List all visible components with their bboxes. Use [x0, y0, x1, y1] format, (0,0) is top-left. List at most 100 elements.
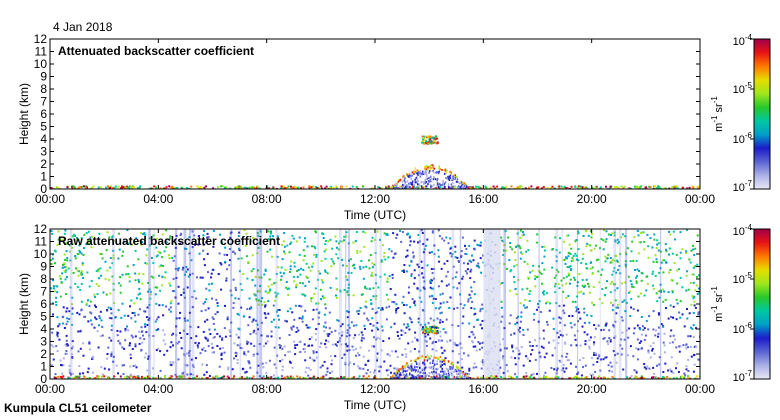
- noise-cell: [290, 326, 293, 329]
- noise-cell: [541, 282, 543, 285]
- surface-cell: [543, 377, 546, 379]
- cloud-cell: [407, 175, 409, 178]
- noise-cell: [362, 337, 365, 340]
- noise-cell: [543, 374, 546, 377]
- noise-cell: [610, 260, 613, 263]
- surface-cell: [493, 377, 496, 379]
- noise-cell: [475, 349, 478, 352]
- surface-cell: [280, 185, 283, 188]
- noise-cell: [670, 370, 673, 373]
- noise-cell: [519, 302, 522, 305]
- noise-cell: [479, 257, 482, 260]
- noise-cell: [245, 370, 248, 373]
- cloud-cell: [399, 372, 402, 375]
- noise-cell: [323, 296, 326, 299]
- noise-cell: [362, 367, 365, 370]
- cloud-cell: [406, 376, 409, 378]
- noise-cell: [291, 234, 294, 237]
- noise-cell: [685, 274, 688, 277]
- noise-cell: [421, 309, 424, 311]
- noise-cell: [364, 327, 366, 330]
- noise-cell: [321, 281, 324, 284]
- noise-cell: [311, 344, 314, 347]
- y-tick-label: 10: [34, 57, 48, 71]
- cloud-cell: [398, 375, 400, 378]
- noise-cell: [73, 233, 76, 236]
- noise-cell: [258, 241, 261, 244]
- noise-cell: [202, 249, 205, 252]
- cloud-cell: [393, 187, 395, 189]
- noise-cell: [656, 239, 659, 242]
- noise-cell: [647, 351, 650, 354]
- noise-cell: [555, 255, 558, 258]
- surface-cell: [214, 375, 217, 378]
- noise-cell: [356, 249, 359, 252]
- noise-cell: [235, 351, 238, 354]
- surface-cell: [137, 377, 140, 379]
- noise-cell: [137, 278, 140, 281]
- noise-cell: [686, 270, 689, 273]
- surface-cell: [488, 377, 491, 379]
- noise-cell: [179, 332, 181, 334]
- noise-cell: [82, 342, 85, 345]
- noise-cell: [88, 285, 91, 288]
- noise-cell: [669, 368, 672, 371]
- noise-cell: [676, 269, 679, 272]
- noise-cell: [534, 278, 536, 280]
- noise-cell: [174, 296, 177, 299]
- noise-cell: [315, 308, 318, 311]
- noise-cell: [141, 282, 144, 285]
- cloud-cell: [424, 182, 427, 185]
- noise-cell: [643, 339, 646, 341]
- noise-cell: [252, 331, 255, 334]
- surface-cell: [593, 376, 596, 379]
- noise-cell: [565, 275, 568, 278]
- noise-cell: [692, 324, 695, 327]
- noise-cell: [369, 254, 372, 256]
- noise-cell: [71, 340, 74, 343]
- noise-cell: [468, 335, 471, 338]
- noise-cell: [518, 353, 521, 356]
- noise-cell: [590, 232, 593, 235]
- noise-cell: [632, 259, 635, 262]
- noise-cell: [338, 332, 341, 335]
- cloud-cell: [430, 169, 432, 172]
- noise-cell: [431, 272, 434, 274]
- noise-cell: [207, 307, 210, 310]
- noise-cell: [264, 313, 267, 316]
- noise-cell: [238, 345, 241, 347]
- noise-cell: [301, 317, 304, 320]
- noise-cell: [111, 262, 114, 265]
- noise-cell: [566, 359, 569, 362]
- noise-cell: [656, 364, 658, 367]
- noise-cell: [445, 236, 448, 239]
- noise-cell: [697, 311, 700, 314]
- cloud-cell: [424, 372, 426, 375]
- cloud-cell: [419, 366, 421, 369]
- noise-cell: [338, 339, 341, 342]
- surface-cell: [626, 376, 628, 379]
- noise-cell: [577, 308, 580, 311]
- noise-cell: [284, 252, 287, 255]
- noise-cell: [279, 360, 282, 363]
- cloud-cell: [449, 170, 451, 173]
- noise-cell: [56, 335, 59, 338]
- surface-cell: [460, 187, 463, 189]
- noise-cell: [668, 247, 671, 250]
- cloud-cell: [462, 373, 464, 375]
- noise-cell: [409, 306, 412, 309]
- surface-cell: [238, 187, 240, 189]
- noise-cell: [64, 352, 67, 355]
- noise-cell: [567, 272, 570, 275]
- noise-streak: [459, 229, 462, 379]
- noise-cell: [355, 324, 358, 327]
- cloud-cell: [403, 183, 405, 186]
- noise-cell: [576, 281, 579, 284]
- noise-cell: [679, 251, 682, 254]
- noise-cell: [562, 259, 565, 262]
- surface-cell: [643, 376, 646, 379]
- noise-cell: [377, 307, 380, 309]
- cloud-cell: [426, 168, 429, 171]
- noise-cell: [567, 234, 570, 237]
- noise-cell: [56, 243, 59, 246]
